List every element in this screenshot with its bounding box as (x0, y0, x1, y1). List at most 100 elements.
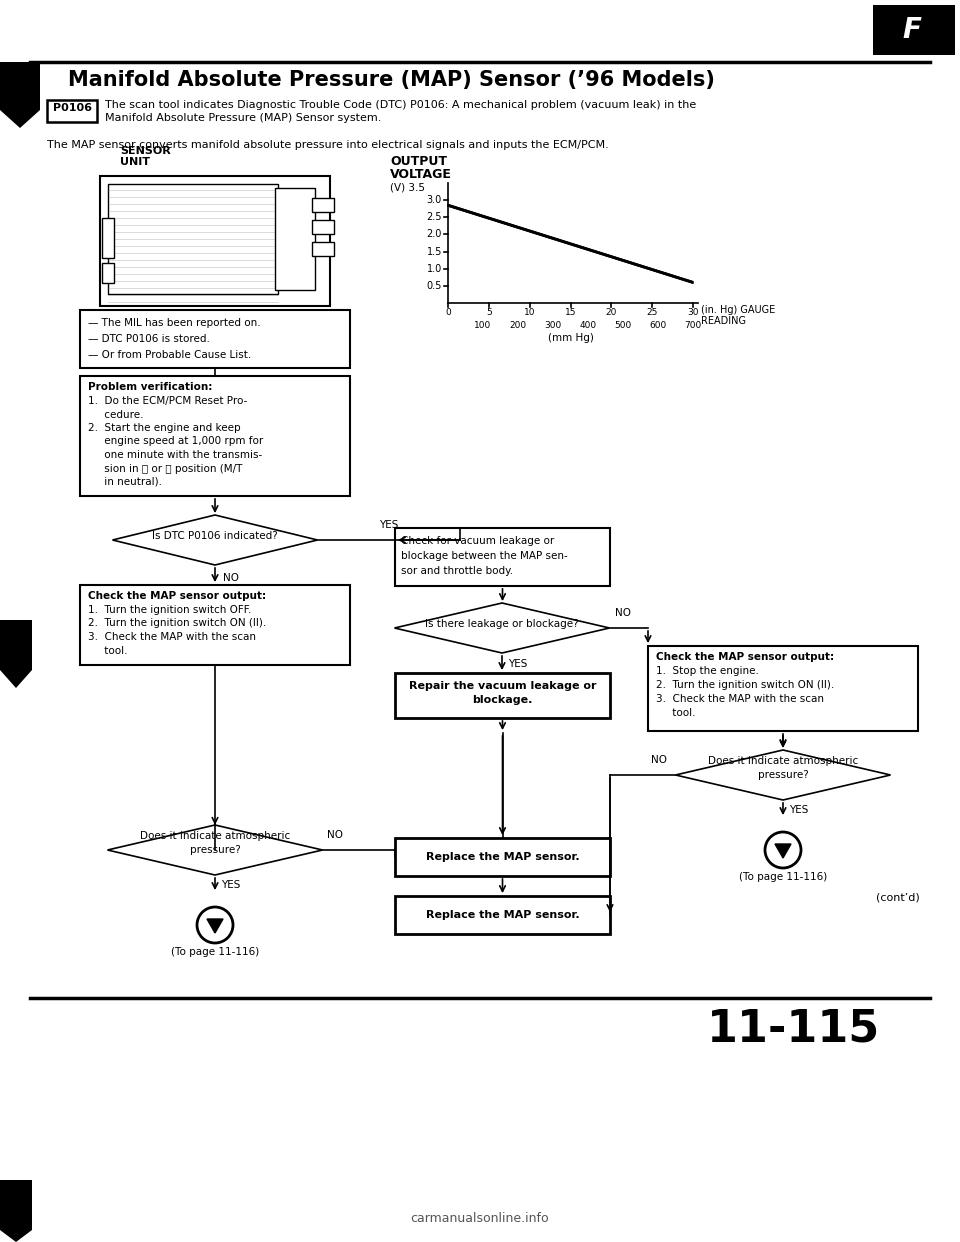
Text: 1.  Stop the engine.: 1. Stop the engine. (656, 666, 758, 676)
Text: 0.5: 0.5 (426, 281, 442, 291)
Text: — The MIL has been reported on.: — The MIL has been reported on. (88, 318, 260, 328)
Text: P0106: P0106 (53, 103, 91, 113)
Polygon shape (395, 604, 610, 653)
Text: Problem verification:: Problem verification: (88, 383, 212, 392)
Text: 0: 0 (445, 308, 451, 317)
Text: READING: READING (701, 315, 746, 325)
Text: — Or from Probable Cause List.: — Or from Probable Cause List. (88, 350, 252, 360)
Text: OUTPUT: OUTPUT (390, 155, 447, 168)
Text: The scan tool indicates Diagnostic Trouble Code (DTC) P0106: A mechanical proble: The scan tool indicates Diagnostic Troub… (105, 101, 696, 111)
Text: 11-115: 11-115 (707, 1009, 880, 1051)
Text: 15: 15 (564, 308, 576, 317)
Polygon shape (112, 515, 318, 565)
Bar (312, 220, 334, 233)
Text: carmanualsonline.info: carmanualsonline.info (411, 1212, 549, 1225)
Text: 25: 25 (646, 308, 658, 317)
Bar (102, 263, 114, 283)
Text: tool.: tool. (88, 646, 128, 656)
Text: Check for vacuum leakage or: Check for vacuum leakage or (401, 537, 554, 546)
Text: 500: 500 (614, 320, 632, 330)
Text: tool.: tool. (656, 708, 695, 718)
Text: Manifold Absolute Pressure (MAP) Sensor system.: Manifold Absolute Pressure (MAP) Sensor … (105, 113, 381, 123)
Text: 1.5: 1.5 (426, 247, 442, 257)
Polygon shape (775, 845, 791, 858)
Bar (648, 646, 918, 732)
Text: SENSOR: SENSOR (120, 147, 171, 156)
Text: blockage.: blockage. (472, 696, 533, 705)
Bar (395, 528, 610, 586)
Text: Does it indicate atmospheric
pressure?: Does it indicate atmospheric pressure? (140, 831, 290, 854)
Text: (in. Hg) GAUGE: (in. Hg) GAUGE (701, 306, 776, 315)
Text: Replace the MAP sensor.: Replace the MAP sensor. (425, 910, 579, 920)
Bar (80, 376, 350, 496)
Text: Manifold Absolute Pressure (MAP) Sensor (’96 Models): Manifold Absolute Pressure (MAP) Sensor … (68, 70, 715, 89)
Text: NO: NO (614, 609, 631, 619)
Text: 1.  Turn the ignition switch OFF.: 1. Turn the ignition switch OFF. (88, 605, 252, 615)
Text: sion in ⓟ or ⓝ position (M/T: sion in ⓟ or ⓝ position (M/T (88, 463, 242, 473)
Text: (To page 11-116): (To page 11-116) (739, 872, 828, 882)
Text: YES: YES (508, 660, 527, 669)
Polygon shape (0, 1180, 32, 1242)
Text: one minute with the transmis-: one minute with the transmis- (88, 450, 262, 460)
Text: 30: 30 (687, 308, 699, 317)
Text: (To page 11-116): (To page 11-116) (171, 946, 259, 958)
Text: 600: 600 (649, 320, 666, 330)
Bar (108, 184, 278, 294)
Text: sor and throttle body.: sor and throttle body. (401, 566, 514, 576)
Text: 1.  Do the ECM/PCM Reset Pro-: 1. Do the ECM/PCM Reset Pro- (88, 396, 248, 406)
Text: NO: NO (223, 573, 239, 582)
Bar (873, 5, 955, 55)
Text: YES: YES (379, 520, 398, 530)
Text: 5: 5 (486, 308, 492, 317)
Bar (100, 176, 330, 306)
Text: 200: 200 (510, 320, 527, 330)
Text: in neutral).: in neutral). (88, 477, 162, 487)
Text: Check the MAP sensor output:: Check the MAP sensor output: (88, 591, 266, 601)
Text: engine speed at 1,000 rpm for: engine speed at 1,000 rpm for (88, 436, 263, 447)
Polygon shape (0, 62, 40, 128)
Polygon shape (207, 919, 223, 933)
Text: Check the MAP sensor output:: Check the MAP sensor output: (656, 652, 834, 662)
Text: 2.5: 2.5 (426, 212, 442, 222)
Bar (47, 101, 97, 122)
Text: (cont’d): (cont’d) (876, 893, 920, 903)
Text: 2.  Turn the ignition switch ON (II).: 2. Turn the ignition switch ON (II). (656, 681, 834, 691)
Text: 700: 700 (684, 320, 702, 330)
Text: YES: YES (221, 881, 240, 891)
Text: Replace the MAP sensor.: Replace the MAP sensor. (425, 852, 579, 862)
Bar (395, 673, 610, 718)
Text: (V) 3.5: (V) 3.5 (390, 183, 425, 193)
Text: 3.  Check the MAP with the scan: 3. Check the MAP with the scan (656, 694, 824, 704)
Text: F: F (902, 16, 922, 43)
Text: 3.0: 3.0 (427, 195, 442, 205)
Text: NO: NO (651, 755, 666, 765)
Text: 2.  Turn the ignition switch ON (II).: 2. Turn the ignition switch ON (II). (88, 619, 266, 628)
Text: 1.0: 1.0 (427, 263, 442, 273)
Text: YES: YES (789, 805, 808, 815)
Text: 3.  Check the MAP with the scan: 3. Check the MAP with the scan (88, 632, 256, 642)
Bar (395, 895, 610, 934)
Polygon shape (108, 825, 323, 876)
Text: blockage between the MAP sen-: blockage between the MAP sen- (401, 551, 567, 561)
Bar (312, 197, 334, 212)
Bar (80, 310, 350, 368)
Text: Is DTC P0106 indicated?: Is DTC P0106 indicated? (152, 532, 277, 542)
Text: VOLTAGE: VOLTAGE (390, 168, 452, 181)
Text: 2.0: 2.0 (426, 230, 442, 240)
Text: cedure.: cedure. (88, 410, 143, 420)
Text: 400: 400 (580, 320, 596, 330)
Text: (mm Hg): (mm Hg) (547, 333, 593, 343)
Text: The MAP sensor converts manifold absolute pressure into electrical signals and i: The MAP sensor converts manifold absolut… (47, 140, 609, 150)
Text: 2.  Start the engine and keep: 2. Start the engine and keep (88, 424, 241, 433)
Text: UNIT: UNIT (120, 156, 150, 166)
Text: Does it indicate atmospheric
pressure?: Does it indicate atmospheric pressure? (708, 756, 858, 780)
Bar (275, 188, 315, 289)
Bar (80, 585, 350, 664)
Text: Repair the vacuum leakage or: Repair the vacuum leakage or (409, 681, 596, 691)
Polygon shape (676, 750, 891, 800)
Bar (102, 219, 114, 258)
Text: Is there leakage or blockage?: Is there leakage or blockage? (425, 619, 579, 628)
Text: 20: 20 (606, 308, 617, 317)
Polygon shape (0, 620, 32, 688)
Text: 300: 300 (544, 320, 562, 330)
